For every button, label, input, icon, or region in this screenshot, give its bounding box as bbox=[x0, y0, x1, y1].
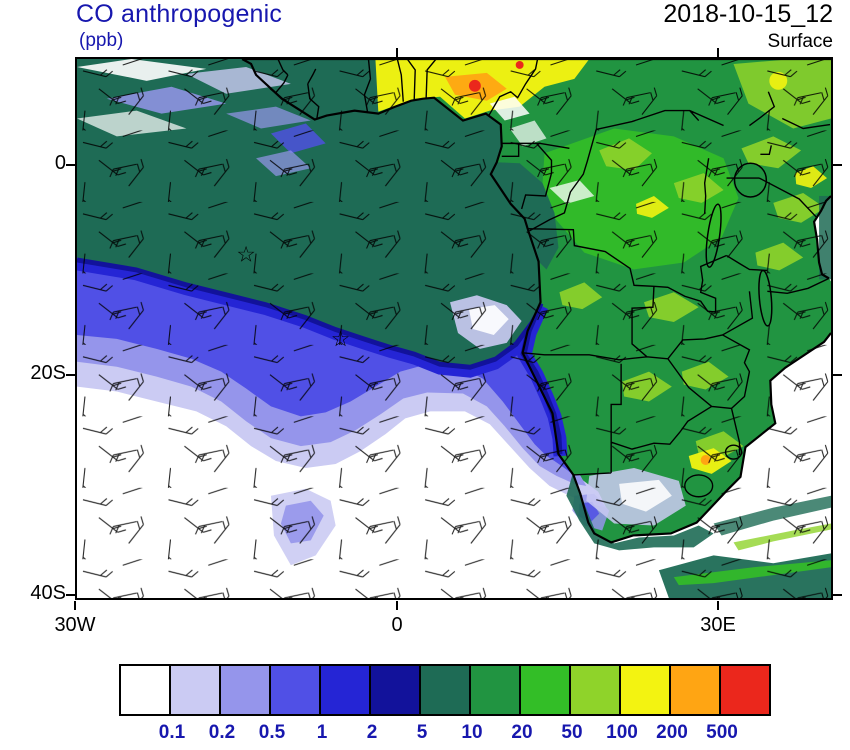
colorbar-cell bbox=[369, 664, 421, 716]
y-axis-label-40s: 40S bbox=[30, 582, 66, 604]
y-axis-label-20s: 20S bbox=[30, 362, 66, 384]
colorbar-cell bbox=[719, 664, 771, 716]
colorbar-label-11: 500 bbox=[706, 722, 738, 743]
colorbar-label-1: 0.2 bbox=[208, 722, 236, 743]
axis-tick bbox=[66, 374, 75, 376]
colorbar-cell bbox=[219, 664, 271, 716]
axis-tick bbox=[396, 601, 398, 610]
map-frame: ☆ ☆ bbox=[75, 57, 833, 600]
axis-tick bbox=[717, 48, 719, 57]
colorbar-cell bbox=[419, 664, 471, 716]
colorbar-cell bbox=[269, 664, 321, 716]
wind-barbs-overlay bbox=[77, 59, 831, 598]
axis-tick bbox=[66, 594, 75, 596]
y-axis-label-0: 0 bbox=[54, 152, 66, 174]
colorbar-label-10: 200 bbox=[656, 722, 688, 743]
units-label: (ppb) bbox=[79, 30, 124, 51]
axis-tick bbox=[833, 374, 842, 376]
axis-tick bbox=[396, 48, 398, 57]
axis-tick bbox=[833, 164, 842, 166]
x-axis-label-0: 0 bbox=[391, 614, 403, 636]
colorbar-cell bbox=[619, 664, 671, 716]
colorbar-cell bbox=[119, 664, 171, 716]
colorbar-cell bbox=[519, 664, 571, 716]
axis-tick bbox=[74, 601, 76, 610]
station-marker-star-2: ☆ bbox=[331, 326, 351, 351]
axis-tick bbox=[717, 601, 719, 610]
colorbar-label-3: 1 bbox=[316, 722, 328, 743]
axis-tick bbox=[66, 164, 75, 166]
axis-tick bbox=[833, 594, 842, 596]
colorbar bbox=[118, 663, 776, 724]
figure-title: CO anthropogenic bbox=[76, 0, 283, 28]
x-axis-label-30e: 30E bbox=[700, 614, 736, 636]
map-svg: ☆ ☆ bbox=[77, 59, 831, 598]
colorbar-label-9: 100 bbox=[606, 722, 638, 743]
colorbar-cell bbox=[569, 664, 621, 716]
colorbar-label-2: 0.5 bbox=[258, 722, 286, 743]
colorbar-label-6: 10 bbox=[461, 722, 483, 743]
colorbar-cell bbox=[469, 664, 521, 716]
colorbar-cell bbox=[169, 664, 221, 716]
level-label: Surface bbox=[767, 31, 833, 52]
colorbar-label-4: 2 bbox=[366, 722, 378, 743]
station-marker-star-1: ☆ bbox=[236, 242, 256, 267]
colorbar-svg bbox=[119, 664, 771, 716]
colorbar-label-0: 0.1 bbox=[158, 722, 186, 743]
colorbar-label-7: 20 bbox=[511, 722, 533, 743]
colorbar-label-8: 50 bbox=[561, 722, 583, 743]
datetime-label: 2018-10-15_12 bbox=[663, 0, 833, 28]
x-axis-label-30w: 30W bbox=[54, 614, 96, 636]
colorbar-cell bbox=[319, 664, 371, 716]
colorbar-cell bbox=[669, 664, 721, 716]
colorbar-label-5: 5 bbox=[416, 722, 428, 743]
